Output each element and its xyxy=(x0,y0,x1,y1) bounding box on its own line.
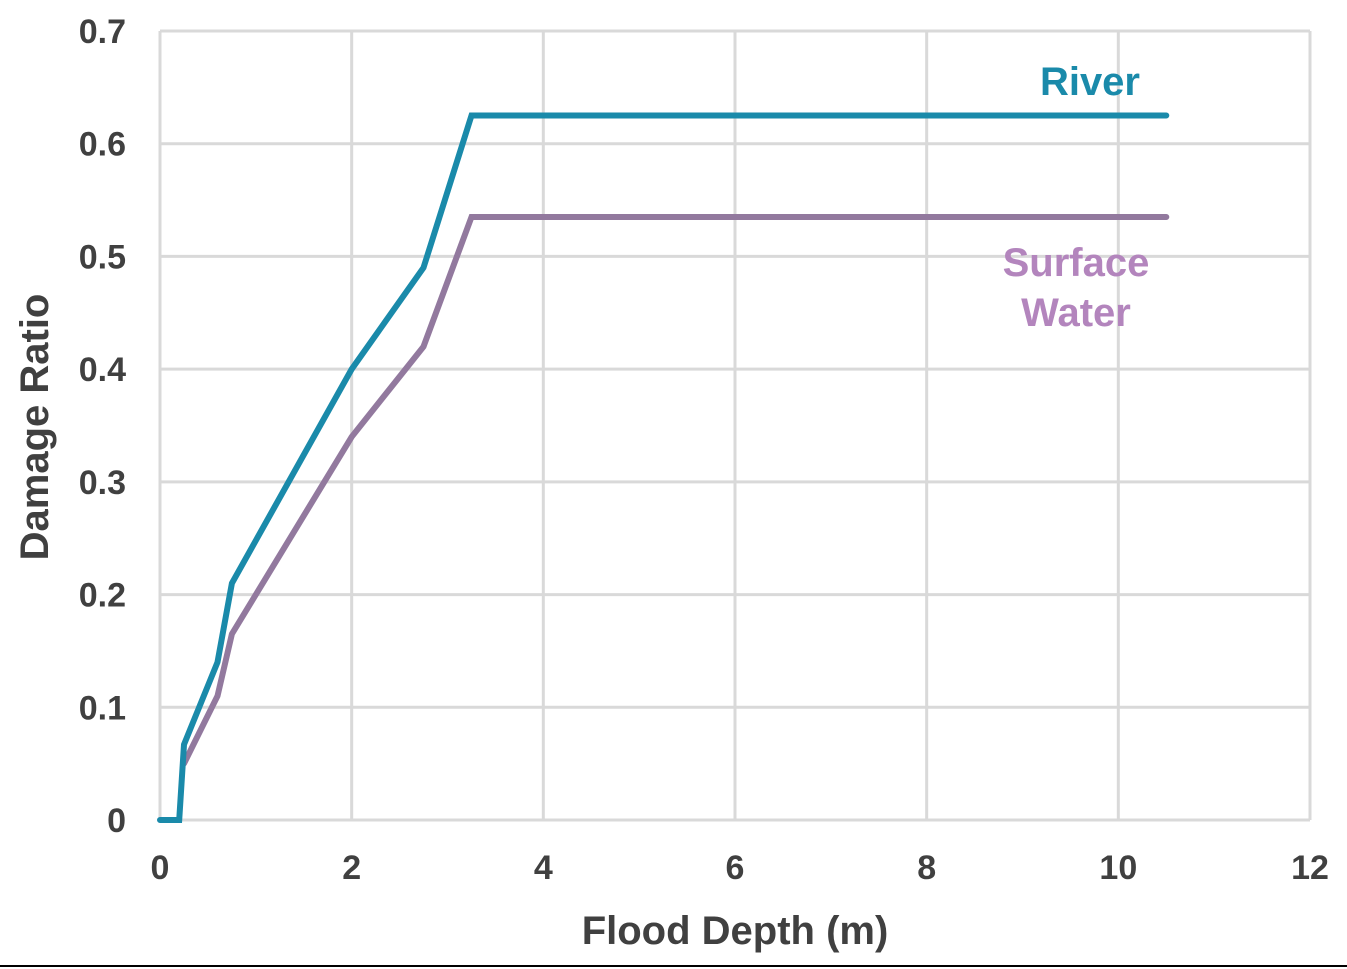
x-tick-label: 0 xyxy=(151,849,170,887)
x-tick-label: 2 xyxy=(342,849,361,887)
y-tick-label: 0.1 xyxy=(79,689,126,727)
series-line-river xyxy=(157,112,1170,823)
y-tick-label: 0.3 xyxy=(79,464,126,502)
y-tick-label: 0.5 xyxy=(79,238,126,276)
x-tick-label: 10 xyxy=(1099,849,1137,887)
y-tick-label: 0.4 xyxy=(79,351,126,389)
series-label-surface-water-line1: Surface xyxy=(1003,241,1150,285)
y-axis-label: Damage Ratio xyxy=(13,294,57,561)
x-tick-label: 6 xyxy=(726,849,745,887)
grid xyxy=(158,29,1312,822)
x-tick-label: 8 xyxy=(917,849,936,887)
y-tick-labels: 0 0.1 0.2 0.3 0.4 0.5 0.6 0.7 xyxy=(79,13,126,840)
y-tick-label: 0.6 xyxy=(79,126,126,164)
x-tick-label: 12 xyxy=(1291,849,1329,887)
x-axis-label: Flood Depth (m) xyxy=(582,909,889,953)
x-tick-labels: 0 2 4 6 8 10 12 xyxy=(151,849,1329,887)
y-tick-label: 0.7 xyxy=(79,13,126,51)
series-line-surface-water xyxy=(181,214,1170,767)
series-lines xyxy=(157,112,1170,823)
y-tick-label: 0 xyxy=(107,802,126,840)
y-tick-label: 0.2 xyxy=(79,577,126,615)
series-label-surface-water-line2: Water xyxy=(1021,291,1131,335)
axes xyxy=(0,818,1347,967)
x-tick-label: 4 xyxy=(534,849,553,887)
series-label-river: River xyxy=(1040,60,1140,104)
